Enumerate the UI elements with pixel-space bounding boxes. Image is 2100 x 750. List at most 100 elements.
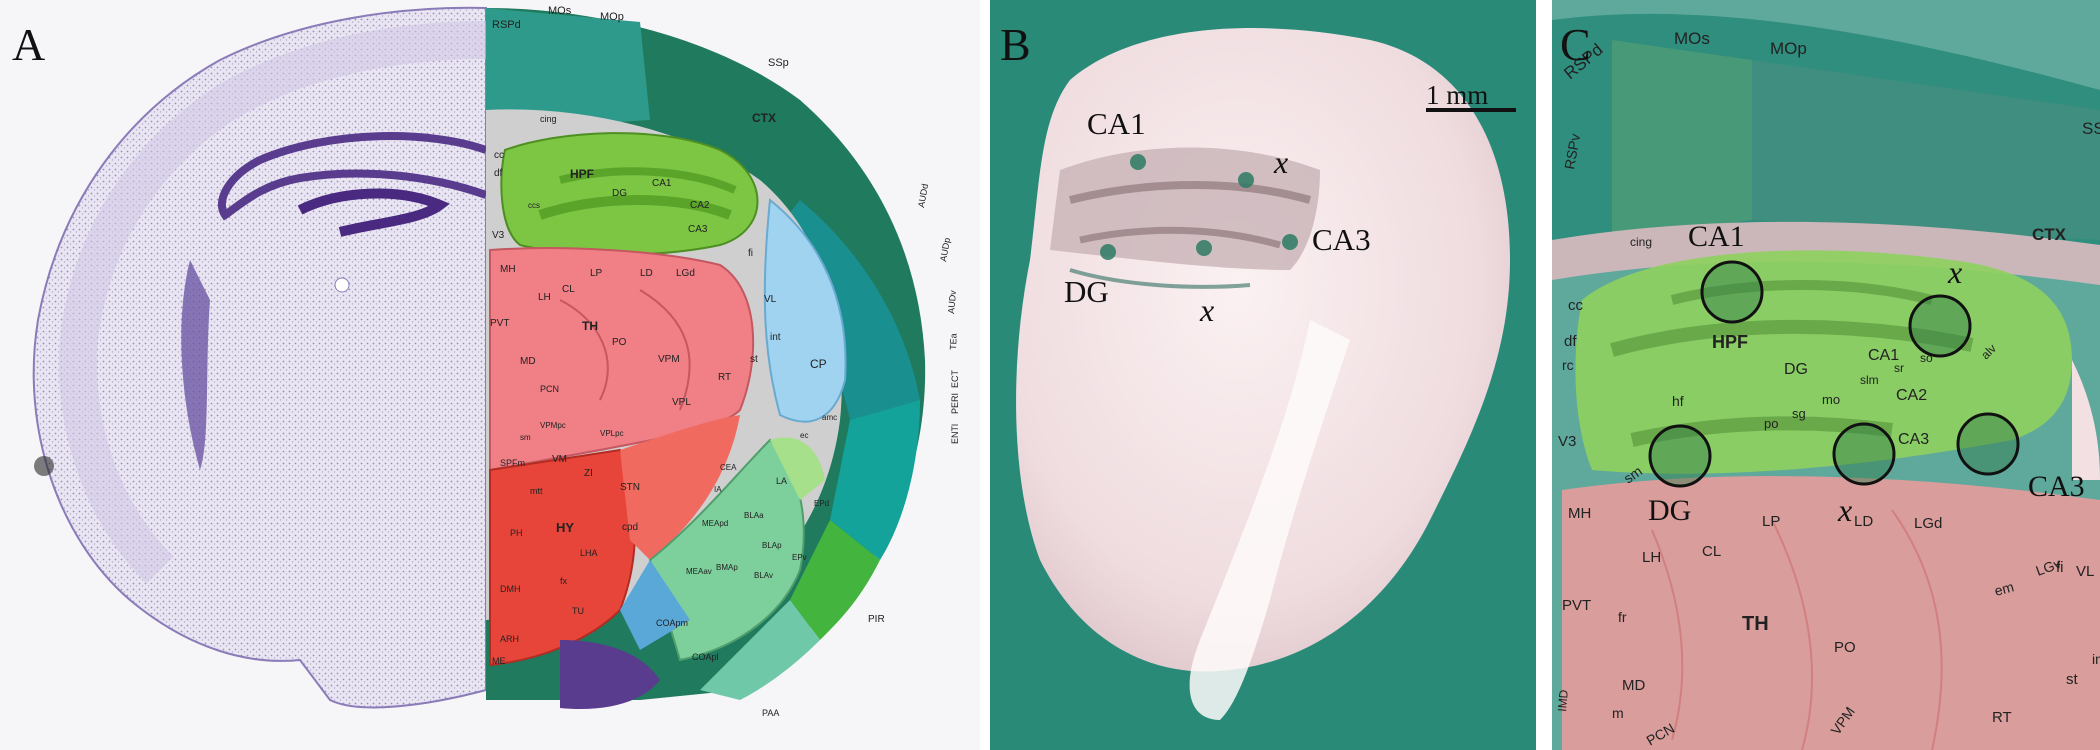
overlay-label: st — [2066, 671, 2079, 688]
overlay-label: po — [1764, 416, 1778, 431]
atlas-label: PAA — [762, 708, 779, 718]
overlay-label: MOp — [1770, 39, 1807, 58]
atlas-label: ZI — [584, 468, 593, 479]
atlas-label: BLAa — [744, 511, 764, 520]
electrode-circle — [1832, 422, 1896, 486]
atlas-label: BLAv — [754, 571, 773, 580]
atlas-label: VM — [552, 454, 567, 465]
overlay-label: int — [2092, 651, 2100, 667]
overlay-label: CA3 — [1898, 431, 1929, 448]
label-dg: DG — [1648, 494, 1692, 527]
overlay-photo: RSPd MOs MOp SSp RSPv CTX cing cc df rc … — [1552, 13, 2100, 750]
atlas-label: COApm — [656, 618, 688, 628]
overlay-label: RSPv — [1561, 132, 1583, 170]
atlas-label: MOp — [600, 11, 624, 23]
overlay-label: TH — [1742, 613, 1769, 635]
atlas-label: AUDd — [916, 183, 930, 208]
atlas-label: EPv — [792, 553, 807, 562]
label-x: x — [1838, 492, 1853, 528]
atlas-label: ARH — [500, 634, 519, 644]
atlas-label: MEApd — [702, 519, 728, 528]
overlay-label: MOs — [1674, 29, 1710, 48]
atlas-label: PVT — [490, 318, 509, 329]
atlas-hemisphere — [486, 8, 926, 710]
overlay-label: PO — [1834, 639, 1856, 656]
atlas-label: mtt — [530, 486, 543, 496]
atlas-label: RT — [718, 372, 731, 383]
panel-letter: B — [1000, 19, 1031, 70]
scale-bar-label: 1 mm — [1426, 80, 1489, 110]
overlay-label: VL — [2076, 563, 2094, 580]
atlas-striatum — [763, 198, 847, 423]
overlay-label: fr — [1618, 609, 1627, 625]
atlas-label: TH — [582, 319, 598, 333]
atlas-label: AUDp — [938, 237, 952, 262]
label-ca1: CA1 — [1688, 220, 1745, 253]
overlay-label: PVT — [1562, 597, 1591, 614]
overlay-label: SSp — [2082, 119, 2100, 138]
atlas-label: cpd — [622, 522, 638, 533]
atlas-label: CTX — [752, 111, 776, 125]
atlas-label: cc — [494, 150, 504, 161]
atlas-label: SPFm — [500, 458, 525, 468]
overlay-label: mo — [1822, 392, 1840, 407]
atlas-label: VL — [764, 294, 777, 305]
atlas-label: sm — [520, 433, 531, 442]
panel-b: B CA1 CA3 DG x x 1 mm — [990, 0, 1536, 750]
electrode-circle — [1908, 294, 1972, 358]
atlas-label: ccs — [528, 201, 540, 210]
atlas-label: LH — [538, 292, 551, 303]
overlay-label: V3 — [1558, 433, 1576, 450]
overlay-label: LH — [1642, 549, 1661, 566]
overlay-label: HPF — [1712, 332, 1748, 352]
atlas-label: ME — [492, 656, 506, 666]
electrode-circle — [1648, 424, 1712, 488]
atlas-label: RSPd — [492, 19, 521, 31]
overlay-label: CA2 — [1896, 387, 1927, 404]
atlas-label: ENTl — [950, 424, 960, 444]
label-ca3: CA3 — [2028, 470, 2085, 503]
atlas-label: df — [494, 168, 503, 179]
label-x: x — [1274, 144, 1289, 180]
atlas-label: BMAp — [716, 563, 738, 572]
nissl-hippocampus — [217, 132, 488, 221]
overlay-label: hf — [1672, 393, 1684, 409]
panel-letter: A — [12, 19, 46, 70]
overlay-label: cc — [1568, 297, 1584, 314]
panel-c: RSPd MOs MOp SSp RSPv CTX cing cc df rc … — [1552, 0, 2100, 750]
overlay-label: slm — [1860, 373, 1879, 387]
atlas-label: V3 — [492, 230, 505, 241]
atlas-label: LA — [776, 476, 787, 486]
atlas-label: STN — [620, 482, 640, 493]
overlay-label: rc — [1562, 357, 1574, 373]
atlas-label: PERI — [950, 393, 960, 414]
electrode-site — [1196, 240, 1212, 256]
atlas-labels: RSPd MOs MOp SSp CTX cing cc df HPF DG C… — [490, 5, 960, 718]
atlas-label: cing — [540, 114, 557, 124]
atlas-label: fi — [748, 248, 753, 259]
atlas-label: ECT — [950, 369, 960, 388]
atlas-label: VPMpc — [540, 421, 566, 430]
atlas-label: BLAp — [762, 541, 782, 550]
overlay-label: fi — [2056, 559, 2064, 576]
atlas-label: COApl — [692, 652, 719, 662]
atlas-label: CEA — [720, 463, 737, 472]
nissl-fiber-tract — [181, 260, 210, 470]
atlas-label: PCN — [540, 384, 559, 394]
overlay-label: CA1 — [1868, 347, 1899, 364]
atlas-section: RSPd MOs MOp SSp CTX cing cc df HPF DG C… — [32, 5, 960, 718]
atlas-label: MD — [520, 356, 536, 367]
panel-letter: C — [1560, 19, 1591, 70]
atlas-label: LD — [640, 268, 653, 279]
atlas-label: AUDv — [946, 289, 958, 314]
overlay-label: LD — [1854, 513, 1873, 530]
overlay-label: cing — [1630, 235, 1652, 249]
overlay-label: MD — [1622, 677, 1645, 694]
overlay-label: m — [1612, 705, 1624, 721]
overlay-label: em — [1993, 578, 2016, 598]
atlas-label: VPLpc — [600, 429, 624, 438]
electrode-site — [1130, 154, 1146, 170]
atlas-label: DG — [612, 188, 627, 199]
atlas-label: CP — [810, 357, 827, 371]
overlay-label: so — [1920, 351, 1933, 365]
